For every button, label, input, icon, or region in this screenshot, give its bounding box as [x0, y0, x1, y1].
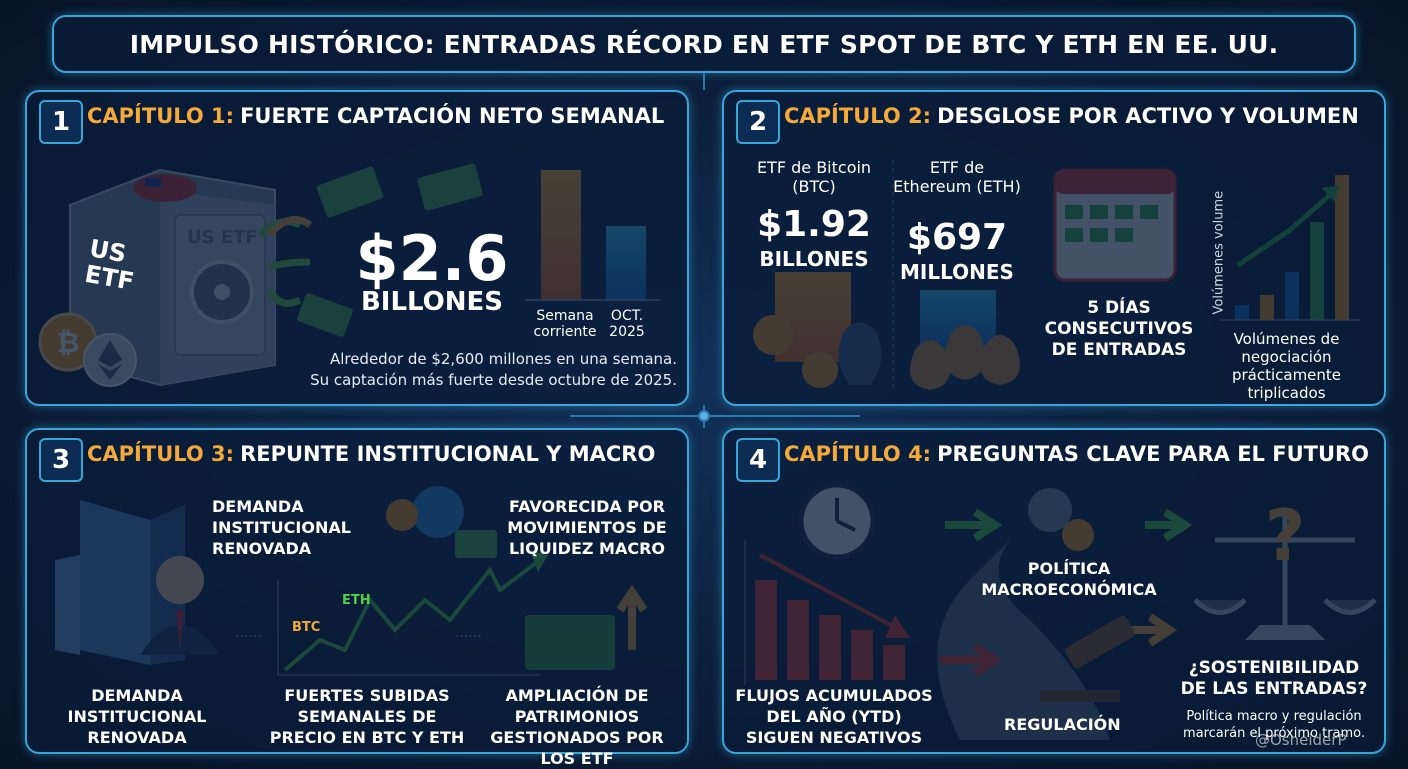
decoration	[570, 72, 860, 428]
chapter-label: CAPÍTULO 3:	[87, 442, 235, 466]
title: IMPULSO HISTÓRICO: ENTRADAS RÉCORD EN ET…	[129, 29, 1279, 59]
heading-text: REPUNTE INSTITUCIONAL Y MACRO	[240, 442, 656, 466]
demand-top: DEMANDA INSTITUCIONAL RENOVADA	[212, 497, 351, 558]
panel-heading: CAPÍTULO 3: REPUNTE INSTITUCIONAL Y MACRO	[87, 442, 655, 466]
bottom-label: DEMANDA INSTITUCIONAL RENOVADA	[67, 686, 207, 747]
panel-number: 3	[39, 438, 83, 482]
safe-front-label: US ETF	[187, 227, 258, 248]
heading-text: FUERTE CAPTACIÓN NETO SEMANAL	[240, 104, 665, 128]
heading-text: PREGUNTAS CLAVE PARA EL FUTURO	[937, 442, 1370, 466]
volume-axis: Volúmenes volume	[1211, 190, 1227, 315]
macro: FAVORECIDA POR MOVIMIENTOS DE LIQUIDEZ M…	[507, 497, 667, 558]
panel-number: 1	[39, 100, 83, 144]
bottom-label: FUERTES SUBIDAS SEMANALES DE PRECIO EN B…	[269, 686, 465, 747]
panel-heading: CAPÍTULO 2: DESGLOSE POR ACTIVO Y VOLUMEN	[784, 104, 1359, 128]
volume-note: Volúmenes de negociación prácticamente t…	[1231, 330, 1342, 402]
panel-number: 2	[736, 100, 780, 144]
panel-2: 2 CAPÍTULO 2: DESGLOSE POR ACTIVO Y VOLUM…	[722, 90, 1386, 406]
chapter-label: CAPÍTULO 2:	[784, 104, 932, 128]
panel-4: 4 CAPÍTULO 4: PREGUNTAS CLAVE PARA EL FUT…	[722, 428, 1386, 754]
btc-amount: $1.92	[757, 204, 871, 245]
chapter-label: CAPÍTULO 1:	[87, 104, 235, 128]
ytd: FLUJOS ACUMULADOS DEL AÑO (YTD) SIGUEN N…	[735, 686, 933, 747]
macro-policy: POLÍTICA MACROECONÓMICA	[981, 559, 1157, 599]
streak: 5 DÍAS CONSECUTIVOS DE ENTRADAS	[1044, 298, 1194, 360]
line-eth: ETH	[342, 593, 371, 608]
decoration	[698, 410, 710, 422]
amount: $2.6	[355, 222, 509, 295]
panel-heading: CAPÍTULO 4: PREGUNTAS CLAVE PARA EL FUTUR…	[784, 442, 1369, 466]
amount-unit: BILLONES	[360, 287, 504, 317]
eth-amount: $697	[906, 217, 1008, 258]
description-line: Alrededor de $2,600 millones en una sema…	[329, 350, 677, 368]
description-line: Su captación más fuerte desde octubre de…	[310, 371, 677, 389]
btc-label: ETF de Bitcoin (BTC)	[756, 158, 872, 196]
question: ¿SOSTENIBILIDAD DE LAS ENTRADAS?	[1180, 658, 1368, 699]
watermark: @OsneiderP	[1255, 731, 1347, 749]
safe-side-label: US ETF	[82, 234, 137, 296]
chapter-label: CAPÍTULO 4:	[784, 442, 932, 466]
eth-label: ETF de Ethereum (ETH)	[893, 158, 1021, 196]
bottom-label: AMPLIACIÓN DE PATRIMONIOS GESTIONADOS PO…	[490, 686, 664, 768]
panel-1: 1 CAPÍTULO 1: FUERTE CAPTACIÓN NETO SEMAN…	[25, 90, 689, 406]
bar-label: OCT. 2025	[609, 308, 645, 340]
bar-label: Semana corriente	[533, 308, 597, 340]
panel-heading: CAPÍTULO 1: FUERTE CAPTACIÓN NETO SEMANAL	[87, 104, 664, 128]
btc-unit: BILLONES	[759, 247, 869, 271]
panel-3: 3 CAPÍTULO 3: REPUNTE INSTITUCIONAL Y MAC…	[25, 428, 689, 768]
note: Política macro y regulación marcarán el …	[1182, 709, 1366, 741]
line-btc: BTC	[292, 620, 321, 635]
eth-unit: MILLONES	[900, 260, 1014, 284]
regulation: REGULACIÓN	[1004, 715, 1121, 734]
panel-number: 4	[736, 438, 780, 482]
heading-text: DESGLOSE POR ACTIVO Y VOLUMEN	[937, 104, 1359, 128]
title-box: IMPULSO HISTÓRICO: ENTRADAS RÉCORD EN ET…	[52, 15, 1356, 73]
